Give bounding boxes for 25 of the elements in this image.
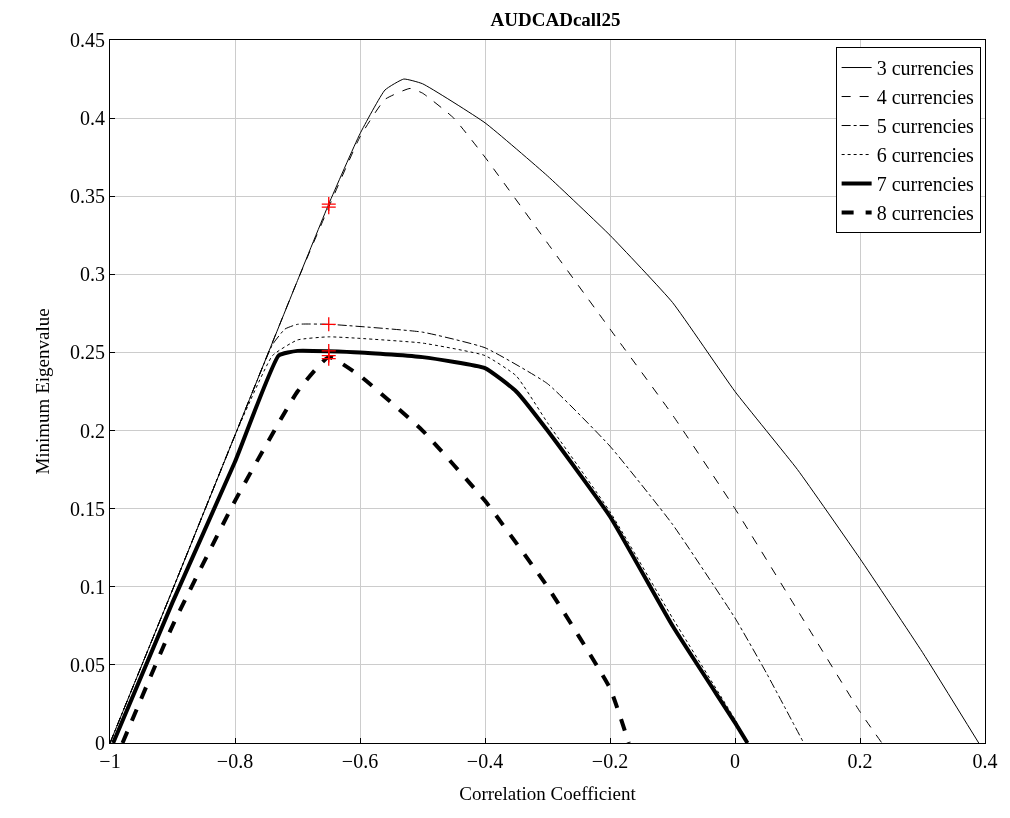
x-tick-label: 0.2 bbox=[847, 750, 873, 772]
y-tick-label: 0.3 bbox=[80, 263, 105, 286]
chart-title: AUDCADcall25 bbox=[490, 8, 621, 30]
x-tick-label: −0.4 bbox=[466, 750, 504, 772]
legend-label: 3 currencies bbox=[876, 57, 975, 80]
y-tick-label: 0.15 bbox=[70, 497, 105, 520]
x-tick-label: 0 bbox=[730, 750, 740, 772]
y-tick-label: 0.4 bbox=[80, 107, 105, 130]
x-tick-label: 0.4 bbox=[972, 750, 998, 772]
y-tick-label: 0.25 bbox=[70, 341, 105, 364]
x-tick-label: −0.8 bbox=[216, 750, 254, 772]
legend-label: 8 currencies bbox=[876, 202, 975, 225]
legend-label: 4 currencies bbox=[876, 86, 975, 109]
y-tick-label: 0.35 bbox=[70, 185, 105, 208]
y-tick-label: 0.1 bbox=[80, 575, 105, 598]
legend-label: 7 currencies bbox=[876, 173, 975, 196]
legend-label: 5 currencies bbox=[876, 115, 975, 138]
y-tick-label: 0.45 bbox=[70, 29, 105, 51]
x-tick-label: −0.6 bbox=[341, 750, 379, 772]
y-axis-title: Minimum Eigenvalue bbox=[31, 308, 53, 475]
y-tick-label: 0.2 bbox=[80, 419, 105, 442]
x-tick-label: −0.2 bbox=[591, 750, 629, 772]
legend-label: 6 currencies bbox=[876, 144, 975, 167]
x-axis-title: Correlation Coefficient bbox=[459, 782, 637, 804]
y-tick-label: 0.05 bbox=[70, 653, 105, 676]
